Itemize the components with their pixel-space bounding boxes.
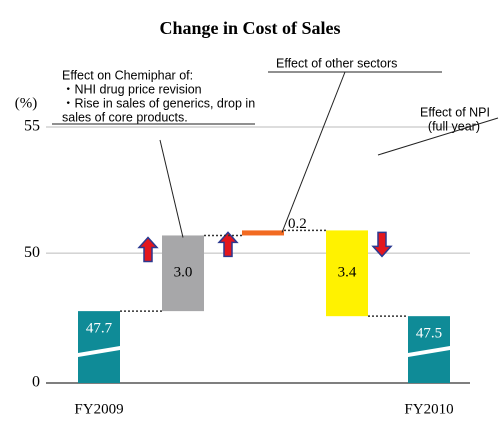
arrow — [217, 231, 239, 258]
annotation-leader — [377, 117, 499, 156]
annotation-leader — [159, 139, 184, 238]
annotation: ・Rise in sales of generics, drop in — [62, 96, 255, 110]
value-label: 0.2 — [288, 216, 307, 232]
bar — [326, 230, 368, 317]
value-label: 3.0 — [174, 265, 193, 281]
chart-title: Change in Cost of Sales — [159, 18, 340, 38]
annotation-leader — [281, 71, 346, 233]
y-tick-label: 50 — [24, 244, 40, 261]
x-tick-label: FY2010 — [404, 401, 453, 417]
arrow — [371, 231, 393, 258]
annotation: Effect on Chemiphar of: — [62, 68, 193, 82]
bar — [242, 230, 284, 236]
y-tick-label: 0 — [32, 374, 40, 391]
annotation: Effect of NPI — [420, 105, 490, 119]
annotation: sales of core products. — [62, 110, 188, 124]
bar — [78, 311, 120, 383]
annotation: (full year) — [428, 119, 480, 133]
value-label: 3.4 — [338, 265, 357, 281]
y-unit: (%) — [15, 95, 38, 111]
bar — [162, 235, 204, 312]
annotation: ・NHI drug price revision — [62, 82, 202, 96]
axis-break — [78, 346, 120, 357]
annotation: Effect of other sectors — [276, 56, 397, 70]
value-label: 47.5 — [416, 326, 442, 342]
x-tick-label: FY2009 — [74, 401, 123, 417]
axis-break — [408, 346, 450, 357]
y-tick-label: 55 — [24, 118, 40, 135]
arrow — [137, 236, 159, 263]
value-label: 47.7 — [86, 321, 113, 337]
